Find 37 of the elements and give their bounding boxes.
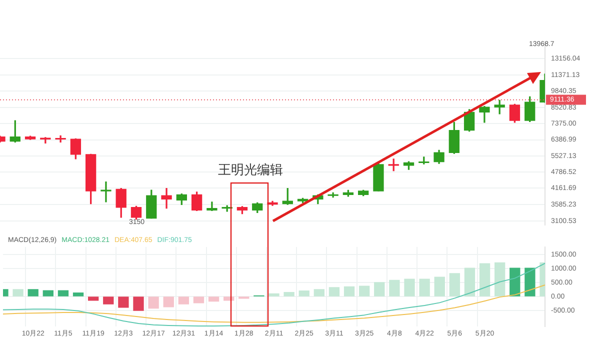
bar	[284, 292, 294, 296]
bar	[374, 282, 385, 296]
bar	[268, 293, 280, 296]
bar	[389, 280, 400, 296]
bar	[464, 268, 476, 296]
bar	[58, 290, 69, 296]
bar	[298, 290, 310, 296]
bar	[404, 278, 415, 296]
bar	[494, 262, 506, 296]
bar	[148, 296, 159, 309]
bar	[510, 268, 520, 296]
bar	[88, 296, 99, 301]
candlestick	[161, 188, 172, 209]
bar	[449, 273, 460, 296]
bar	[133, 296, 144, 311]
bar	[479, 263, 490, 296]
bar	[359, 286, 370, 296]
bar	[419, 278, 430, 296]
candlestick	[55, 135, 66, 143]
bar	[524, 268, 536, 296]
bar	[178, 296, 189, 304]
bar	[72, 292, 84, 296]
bar	[12, 289, 24, 296]
bar	[28, 289, 38, 296]
bar	[163, 296, 174, 308]
bar	[193, 296, 204, 304]
bar	[42, 290, 54, 296]
bar	[314, 289, 324, 296]
bar	[208, 296, 220, 302]
bar	[328, 287, 340, 296]
bar	[344, 286, 355, 296]
bar	[224, 296, 234, 301]
bar	[118, 296, 129, 308]
bar	[103, 296, 114, 304]
bar	[434, 276, 445, 296]
annotation: 王明光编辑	[218, 161, 283, 179]
candlestick	[100, 181, 112, 202]
